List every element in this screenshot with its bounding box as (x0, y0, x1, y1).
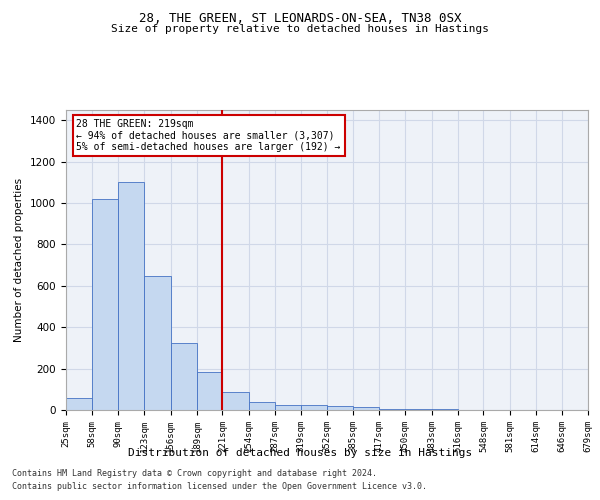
Bar (353, 407, 379, 410)
Text: 28 THE GREEN: 219sqm
← 94% of detached houses are smaller (3,307)
5% of semi-det: 28 THE GREEN: 219sqm ← 94% of detached h… (76, 119, 341, 152)
Text: Contains HM Land Registry data © Crown copyright and database right 2024.: Contains HM Land Registry data © Crown c… (12, 468, 377, 477)
Text: 28, THE GREEN, ST LEONARDS-ON-SEA, TN38 0SX: 28, THE GREEN, ST LEONARDS-ON-SEA, TN38 … (139, 12, 461, 26)
Bar (170, 343, 197, 410)
Bar (249, 402, 275, 410)
Text: Contains public sector information licensed under the Open Government Licence v3: Contains public sector information licen… (12, 482, 427, 491)
Bar (275, 405, 301, 410)
Text: Size of property relative to detached houses in Hastings: Size of property relative to detached ho… (111, 24, 489, 34)
Bar (301, 405, 327, 410)
Bar (327, 406, 353, 410)
Bar (118, 182, 144, 410)
Bar (379, 409, 405, 410)
Bar (197, 372, 223, 410)
Bar (92, 199, 118, 410)
Bar (144, 276, 170, 410)
Y-axis label: Number of detached properties: Number of detached properties (14, 178, 25, 342)
Bar (66, 398, 92, 410)
Bar (223, 392, 249, 410)
Text: Distribution of detached houses by size in Hastings: Distribution of detached houses by size … (128, 448, 472, 458)
